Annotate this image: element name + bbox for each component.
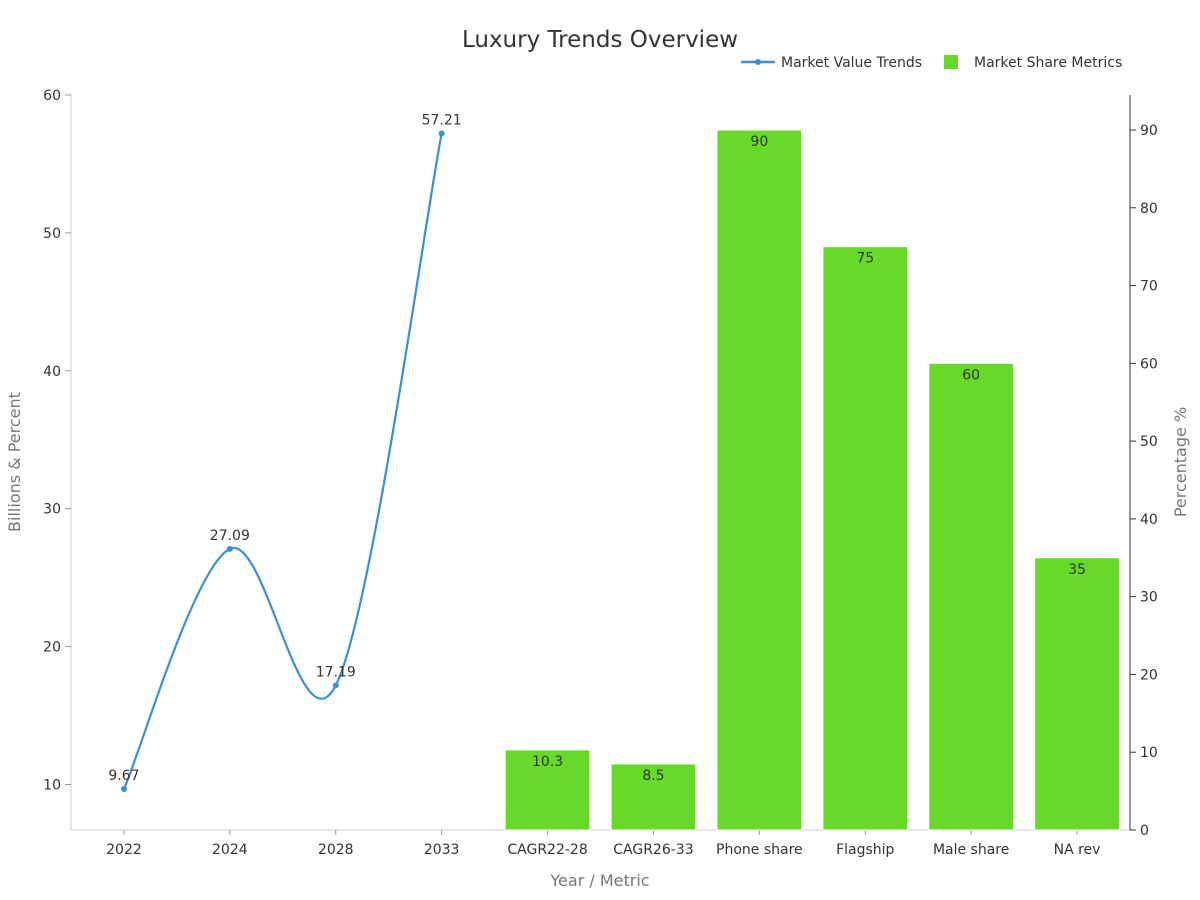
y2-tick-label: 40 (1140, 512, 1158, 528)
x-tick-label: Phone share (716, 842, 803, 858)
bar (610, 763, 697, 831)
bar-value-label: 35 (1068, 562, 1086, 578)
x-tick-label: 2033 (424, 842, 460, 858)
legend-line-dot (755, 59, 761, 65)
line-value-label: 9.67 (108, 768, 139, 784)
x-axis-title: Year / Metric (549, 871, 649, 890)
y2-tick-label: 60 (1140, 356, 1158, 372)
line-point (226, 545, 233, 552)
bar (822, 246, 909, 831)
y2-axis-title: Percentage % (1171, 407, 1190, 517)
y2-tick-label: 10 (1140, 745, 1158, 761)
x-tick-label: 2022 (106, 842, 142, 858)
bar-value-label: 60 (962, 367, 980, 383)
y-tick-label: 50 (43, 226, 61, 242)
line-value-label: 57.21 (422, 112, 462, 128)
y2-tick-label: 80 (1140, 201, 1158, 217)
bar (928, 362, 1015, 831)
bar-series (504, 129, 1120, 831)
y-tick-label: 60 (43, 88, 61, 104)
bar-value-label: 8.5 (642, 768, 664, 784)
y2-tick-label: 20 (1140, 667, 1158, 683)
bar (1034, 557, 1120, 831)
bar-value-label: 90 (750, 134, 768, 150)
legend: Market Value Trends Market Share Metrics (741, 55, 1122, 71)
bar-value-label: 75 (856, 251, 874, 267)
chart-title: Luxury Trends Overview (462, 27, 738, 53)
line-point (332, 682, 339, 689)
y-tick-label: 30 (43, 502, 61, 518)
line-point (120, 786, 127, 793)
x-tick-label: NA rev (1054, 842, 1101, 858)
y-tick-label: 20 (43, 640, 61, 656)
line-point (438, 130, 445, 137)
legend-bar-marker (944, 55, 958, 69)
x-tick-label: 2028 (318, 842, 354, 858)
x-tick-label: CAGR22-28 (507, 842, 587, 858)
data-labels: 10.3 8.5 90 75 60 35 9.67 27.09 17.19 57.21 (108, 112, 1086, 784)
x-tick-label: Flagship (836, 842, 894, 858)
bar (716, 129, 803, 831)
y2-tick-label: 70 (1140, 279, 1158, 295)
y2-tick-label: 50 (1140, 434, 1158, 450)
y-axis-title: Billions & Percent (5, 392, 24, 532)
line-series (120, 130, 445, 793)
line-value-label: 17.19 (316, 664, 356, 680)
market-value-line (122, 133, 443, 790)
y2-tick-label: 90 (1140, 123, 1158, 139)
x-tick-label: Male share (933, 842, 1009, 858)
legend-label-market-share: Market Share Metrics (974, 55, 1122, 71)
y2-tick-label: 0 (1140, 823, 1149, 839)
y-tick-label: 10 (43, 777, 61, 793)
bar (504, 749, 591, 831)
y-tick-label: 40 (43, 364, 61, 380)
legend-label-market-value: Market Value Trends (781, 55, 922, 71)
y2-tick-label: 30 (1140, 590, 1158, 606)
axes: 10 20 30 40 50 60 0 10 20 30 40 50 60 70 80 90 2022 2024 2… (43, 88, 1158, 858)
line-value-label: 27.09 (210, 528, 250, 544)
bar-value-label: 10.3 (532, 754, 563, 770)
x-tick-label: 2024 (212, 842, 248, 858)
x-tick-label: CAGR26-33 (613, 842, 693, 858)
